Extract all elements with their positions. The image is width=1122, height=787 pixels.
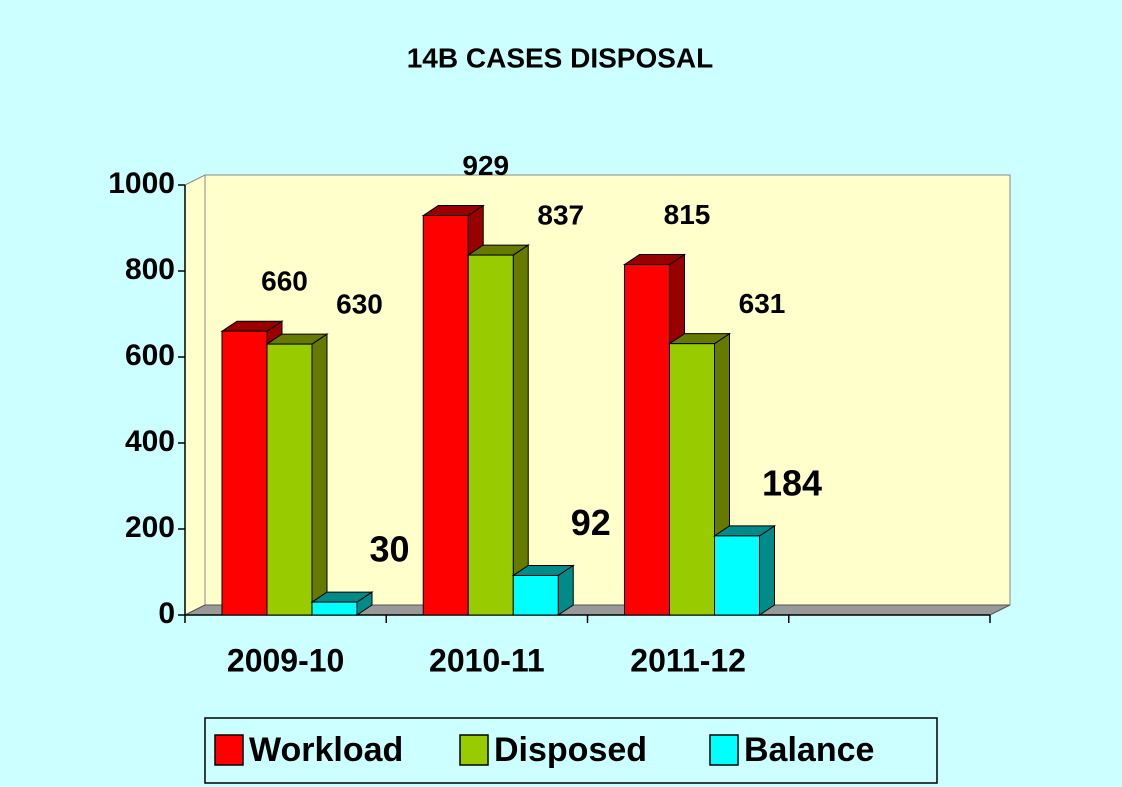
- data-label: 929: [462, 150, 509, 181]
- data-label: 630: [336, 288, 383, 319]
- y-tick-label: 800: [125, 253, 175, 286]
- y-tick-label: 400: [125, 425, 175, 458]
- x-tick-label: 2011-12: [630, 642, 746, 678]
- data-label: 815: [664, 199, 711, 230]
- bar: [669, 343, 715, 616]
- data-label: 837: [537, 199, 584, 230]
- y-tick-label: 200: [125, 511, 175, 544]
- bar: [266, 343, 313, 616]
- data-label: 30: [369, 529, 409, 570]
- legend-label: Balance: [744, 731, 874, 769]
- chart-title: 14B CASES DISPOSAL: [407, 42, 714, 73]
- y-tick-label: 1000: [108, 167, 175, 200]
- bar-side: [311, 333, 328, 616]
- y-tick-label: 0: [158, 597, 175, 630]
- bar: [624, 264, 670, 616]
- legend-swatch: [214, 734, 244, 766]
- side-wall: [184, 174, 206, 616]
- x-tick-label: 2010-11: [429, 642, 545, 678]
- data-label: 184: [762, 462, 822, 503]
- legend-label: Workload: [249, 731, 403, 769]
- legend-label: Disposed: [494, 731, 647, 769]
- bar-side: [759, 524, 775, 616]
- legend-swatch: [459, 734, 489, 766]
- bar-side: [512, 244, 529, 616]
- bar: [422, 215, 469, 616]
- legend-box: [204, 717, 938, 784]
- bar: [714, 535, 760, 616]
- legend-swatch: [709, 734, 739, 766]
- data-label: 631: [739, 288, 786, 319]
- data-label: 92: [571, 502, 611, 543]
- bar: [311, 601, 358, 616]
- bar: [221, 330, 268, 616]
- data-label: 660: [261, 266, 308, 297]
- x-tick-label: 2009-10: [227, 642, 344, 678]
- bar: [467, 254, 514, 616]
- bar: [512, 574, 559, 616]
- y-tick-label: 600: [125, 339, 175, 372]
